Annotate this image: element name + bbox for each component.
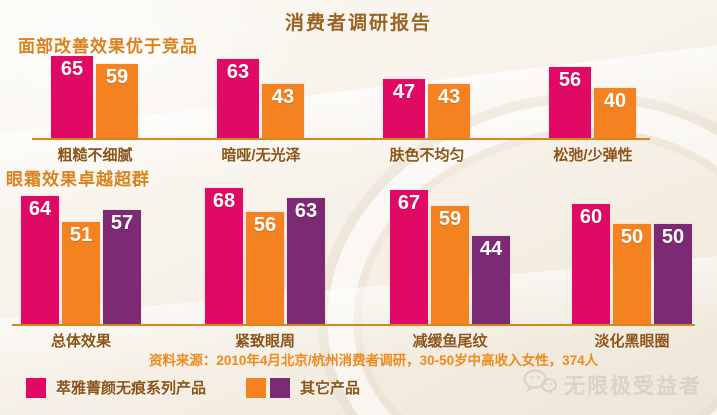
bar-group: 68 56 63 xyxy=(205,188,325,324)
bar-series-2: 63 xyxy=(287,198,325,324)
legend-item: 萃雅菁颜无痕系列产品 xyxy=(26,377,206,398)
bar-value-label: 57 xyxy=(110,212,134,234)
bar-series-2: 50 xyxy=(654,224,692,324)
bar-series-1: 59 xyxy=(431,206,469,324)
bar-series-0: 64 xyxy=(21,196,59,324)
bar-group: 64 51 57 xyxy=(21,196,141,324)
bar-value-label: 59 xyxy=(105,66,129,88)
source-note: 资料来源：2010年4月北京/杭州消费者调研，30-50岁中高收入女性，374人 xyxy=(148,353,599,368)
bar-value-label: 67 xyxy=(397,192,421,214)
bar-value-label: 68 xyxy=(212,190,236,212)
bar-value-label: 60 xyxy=(579,206,603,228)
legend-label: 其它产品 xyxy=(300,380,361,397)
bar-group: 47 43 xyxy=(383,79,470,138)
bar-value-label: 63 xyxy=(294,200,318,222)
bar-value-label: 51 xyxy=(69,224,93,246)
eyecream-comparison-chart: 64 51 57 68 56 63 67 59 44 60 50 50 xyxy=(0,182,717,324)
bar-series-0: 63 xyxy=(217,59,259,138)
bar-group: 63 43 xyxy=(217,59,304,138)
chart-legend: 萃雅菁颜无痕系列产品 其它产品 xyxy=(26,377,360,398)
bar-value-label: 50 xyxy=(661,226,685,248)
bar-series-1: 40 xyxy=(594,88,636,138)
bar-series-2: 57 xyxy=(103,210,141,324)
category-label: 肤色不均匀 xyxy=(389,147,465,164)
category-label: 暗哑/无光泽 xyxy=(221,147,301,164)
page-title: 消费者调研报告 xyxy=(284,13,432,34)
bar-value-label: 40 xyxy=(603,90,627,112)
watermark: 无限极受益者 xyxy=(522,368,702,401)
bar-value-label: 56 xyxy=(253,214,277,236)
bar-value-label: 65 xyxy=(60,58,84,80)
bar-value-label: 50 xyxy=(620,226,644,248)
legend-item: 其它产品 xyxy=(246,377,360,398)
bar-value-label: 64 xyxy=(28,198,52,220)
bar-group: 56 40 xyxy=(549,67,636,138)
bar-series-1: 43 xyxy=(262,84,304,138)
bar-series-0: 60 xyxy=(572,204,610,324)
legend-label: 萃雅菁颜无痕系列产品 xyxy=(56,380,207,397)
bar-series-1: 50 xyxy=(613,224,651,324)
bar-value-label: 43 xyxy=(271,86,295,108)
category-label: 减缓鱼尾纹 xyxy=(412,333,488,350)
bar-group: 65 59 xyxy=(51,56,138,138)
bar-series-0: 56 xyxy=(549,67,591,138)
bar-value-label: 56 xyxy=(558,69,582,91)
bar-series-1: 43 xyxy=(428,84,470,138)
watermark-text: 无限极受益者 xyxy=(564,374,702,398)
bar-series-1: 56 xyxy=(246,212,284,324)
bar-series-0: 68 xyxy=(205,188,243,324)
legend-swatch xyxy=(246,377,267,398)
category-label: 紧致眼周 xyxy=(234,333,295,350)
bar-value-label: 59 xyxy=(438,208,462,230)
category-label: 淡化黑眼圈 xyxy=(594,333,670,350)
category-label: 松弛/少弹性 xyxy=(553,147,633,164)
face-comparison-chart: 65 59 63 43 47 43 56 40 xyxy=(0,50,717,138)
legend-swatch xyxy=(270,377,291,398)
axis-baseline xyxy=(32,138,650,140)
bar-group: 60 50 50 xyxy=(572,204,692,324)
bar-series-0: 65 xyxy=(51,56,93,138)
bar-value-label: 43 xyxy=(437,86,461,108)
bar-group: 67 59 44 xyxy=(390,190,510,324)
axis-baseline xyxy=(12,324,695,326)
bar-series-1: 51 xyxy=(62,222,100,324)
bar-series-0: 67 xyxy=(390,190,428,324)
legend-swatch xyxy=(26,377,46,398)
bar-value-label: 63 xyxy=(226,61,250,83)
category-label: 粗糙不细腻 xyxy=(57,147,133,164)
bar-series-1: 59 xyxy=(96,64,138,138)
bar-value-label: 47 xyxy=(392,81,416,103)
bar-series-0: 47 xyxy=(383,79,425,138)
wechat-icon xyxy=(522,368,558,401)
bar-series-2: 44 xyxy=(472,236,510,324)
category-label: 总体效果 xyxy=(50,333,111,350)
bar-value-label: 44 xyxy=(479,238,503,260)
